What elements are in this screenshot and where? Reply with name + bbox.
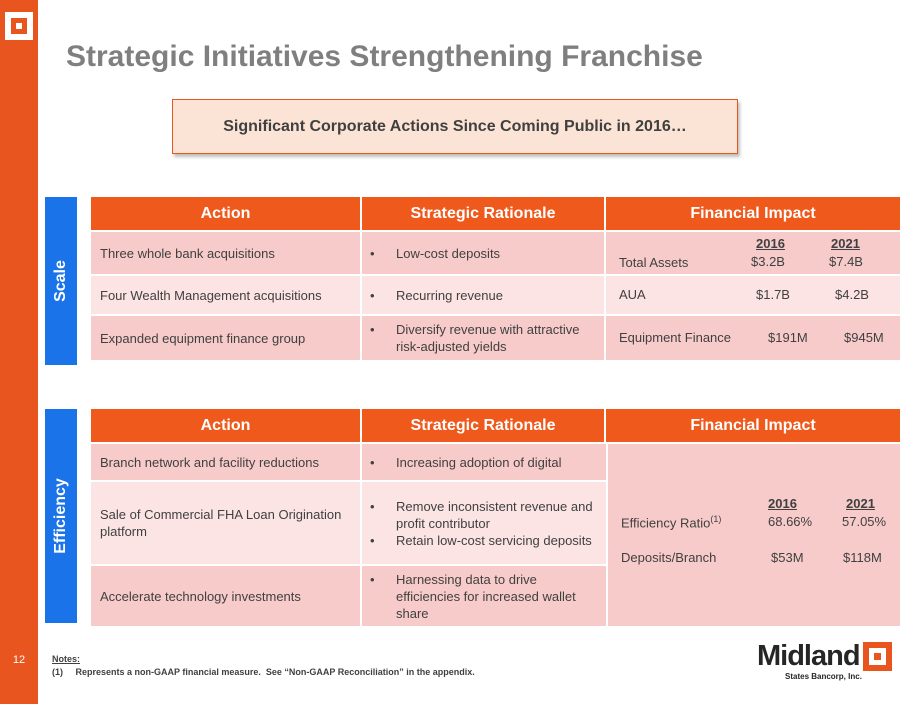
rationale-cell: • Recurring revenue <box>362 276 606 314</box>
header-financial-impact: Financial Impact <box>606 197 900 230</box>
scale-label-text: Scale <box>52 260 69 302</box>
note-item: (1) Represents a non-GAAP financial meas… <box>52 667 475 677</box>
rationale-bullet: • Increasing adoption of digital <box>370 454 562 470</box>
value-2016: 68.66% <box>768 514 813 529</box>
efficiency-label-text: Efficiency <box>52 478 69 554</box>
impact-cell: 2016 2021 Total Assets $3.2B $7.4B <box>606 232 900 274</box>
brand-name: Midland <box>757 640 861 672</box>
value-2021: 57.05% <box>842 514 887 529</box>
midland-logo: Midland States Bancorp, Inc. <box>757 640 892 681</box>
rationale-bullet: • Low-cost deposits <box>370 245 501 261</box>
table-row: Sale of Commercial FHA Loan Origination … <box>91 480 606 564</box>
table-row: Accelerate technology investments • Harne… <box>91 564 606 626</box>
scale-section-label: Scale <box>45 197 77 365</box>
impact-label: Total Assets <box>619 255 689 270</box>
rationale-cell: • Increasing adoption of digital <box>362 444 606 480</box>
value-2016: $53M <box>771 550 804 565</box>
impact-label: AUA <box>619 287 646 302</box>
impact-cell: AUA $1.7B $4.2B <box>606 276 900 314</box>
rationale-bullet: • Retain low-cost servicing deposits <box>370 532 592 548</box>
year-2016-header: 2016 <box>756 236 785 251</box>
value-2021: $7.4B <box>829 254 863 269</box>
year-2021-header: 2021 <box>831 236 860 251</box>
impact-cell: Equipment Finance $191M $945M <box>606 316 900 360</box>
brand-subtitle: States Bancorp, Inc. <box>785 672 862 681</box>
rationale-cell: • Diversify revenue with attractive risk-… <box>362 316 606 360</box>
page-title: Strategic Initiatives Strengthening Fran… <box>66 40 703 73</box>
header-action: Action <box>91 197 362 230</box>
rationale-cell: • Remove inconsistent revenue and profit … <box>362 482 606 564</box>
impact-label: Equipment Finance <box>619 330 732 345</box>
value-2016: $191M <box>768 330 808 345</box>
callout-text: Significant Corporate Actions Since Comi… <box>223 117 687 135</box>
action-cell: Expanded equipment finance group <box>91 316 362 360</box>
table-row: Three whole bank acquisitions • Low-cost … <box>91 230 900 274</box>
table-row: Branch network and facility reductions •… <box>91 444 606 480</box>
rationale-bullet: • Harnessing data to drive efficiencies f… <box>370 571 576 621</box>
table-row: Four Wealth Management acquisitions • Rec… <box>91 274 900 314</box>
footnotes: Notes: (1) Represents a non-GAAP financi… <box>52 654 475 677</box>
rationale-bullet: • Diversify revenue with attractive risk-… <box>370 322 580 354</box>
page-number: 12 <box>12 654 26 666</box>
efficiency-body: Branch network and facility reductions •… <box>91 442 900 626</box>
header-strategic-rationale: Strategic Rationale <box>362 409 606 442</box>
callout-box: Significant Corporate Actions Since Comi… <box>172 99 738 154</box>
year-2016-header: 2016 <box>768 496 797 511</box>
efficiency-table: Action Strategic Rationale Financial Imp… <box>91 409 900 626</box>
action-cell: Accelerate technology investments <box>91 566 362 626</box>
value-2016: $3.2B <box>751 254 785 269</box>
notes-title: Notes: <box>52 654 81 664</box>
midland-square-logo-icon <box>862 642 892 671</box>
scale-table-header: Action Strategic Rationale Financial Imp… <box>91 197 900 230</box>
efficiency-table-header: Action Strategic Rationale Financial Imp… <box>91 409 900 442</box>
impact-label: Efficiency Ratio(1) <box>621 514 722 531</box>
value-2021: $4.2B <box>835 287 869 302</box>
action-cell: Sale of Commercial FHA Loan Origination … <box>91 482 362 564</box>
rationale-bullet: • Remove inconsistent revenue and profit … <box>370 498 593 531</box>
year-2021-header: 2021 <box>846 496 875 511</box>
rationale-bullet: • Recurring revenue <box>370 287 503 303</box>
efficiency-left-columns: Branch network and facility reductions •… <box>91 444 606 626</box>
action-cell: Four Wealth Management acquisitions <box>91 276 362 314</box>
midland-square-logo-icon <box>5 12 33 40</box>
action-cell: Three whole bank acquisitions <box>91 232 362 274</box>
header-strategic-rationale: Strategic Rationale <box>362 197 606 230</box>
left-accent-bar: 12 <box>0 0 38 704</box>
efficiency-impact-cell: 2016 2021 Efficiency Ratio(1) 68.66% 57.… <box>606 444 900 626</box>
efficiency-section-label: Efficiency <box>45 409 77 623</box>
header-financial-impact: Financial Impact <box>606 409 900 442</box>
header-action: Action <box>91 409 362 442</box>
rationale-cell: • Low-cost deposits <box>362 232 606 274</box>
value-2016: $1.7B <box>756 287 790 302</box>
impact-label: Deposits/Branch <box>621 550 717 565</box>
table-row: Expanded equipment finance group • Divers… <box>91 314 900 360</box>
rationale-cell: • Harnessing data to drive efficiencies f… <box>362 566 606 626</box>
action-cell: Branch network and facility reductions <box>91 444 362 480</box>
value-2021: $118M <box>843 550 882 565</box>
value-2021: $945M <box>844 330 884 345</box>
scale-table: Action Strategic Rationale Financial Imp… <box>91 197 900 360</box>
